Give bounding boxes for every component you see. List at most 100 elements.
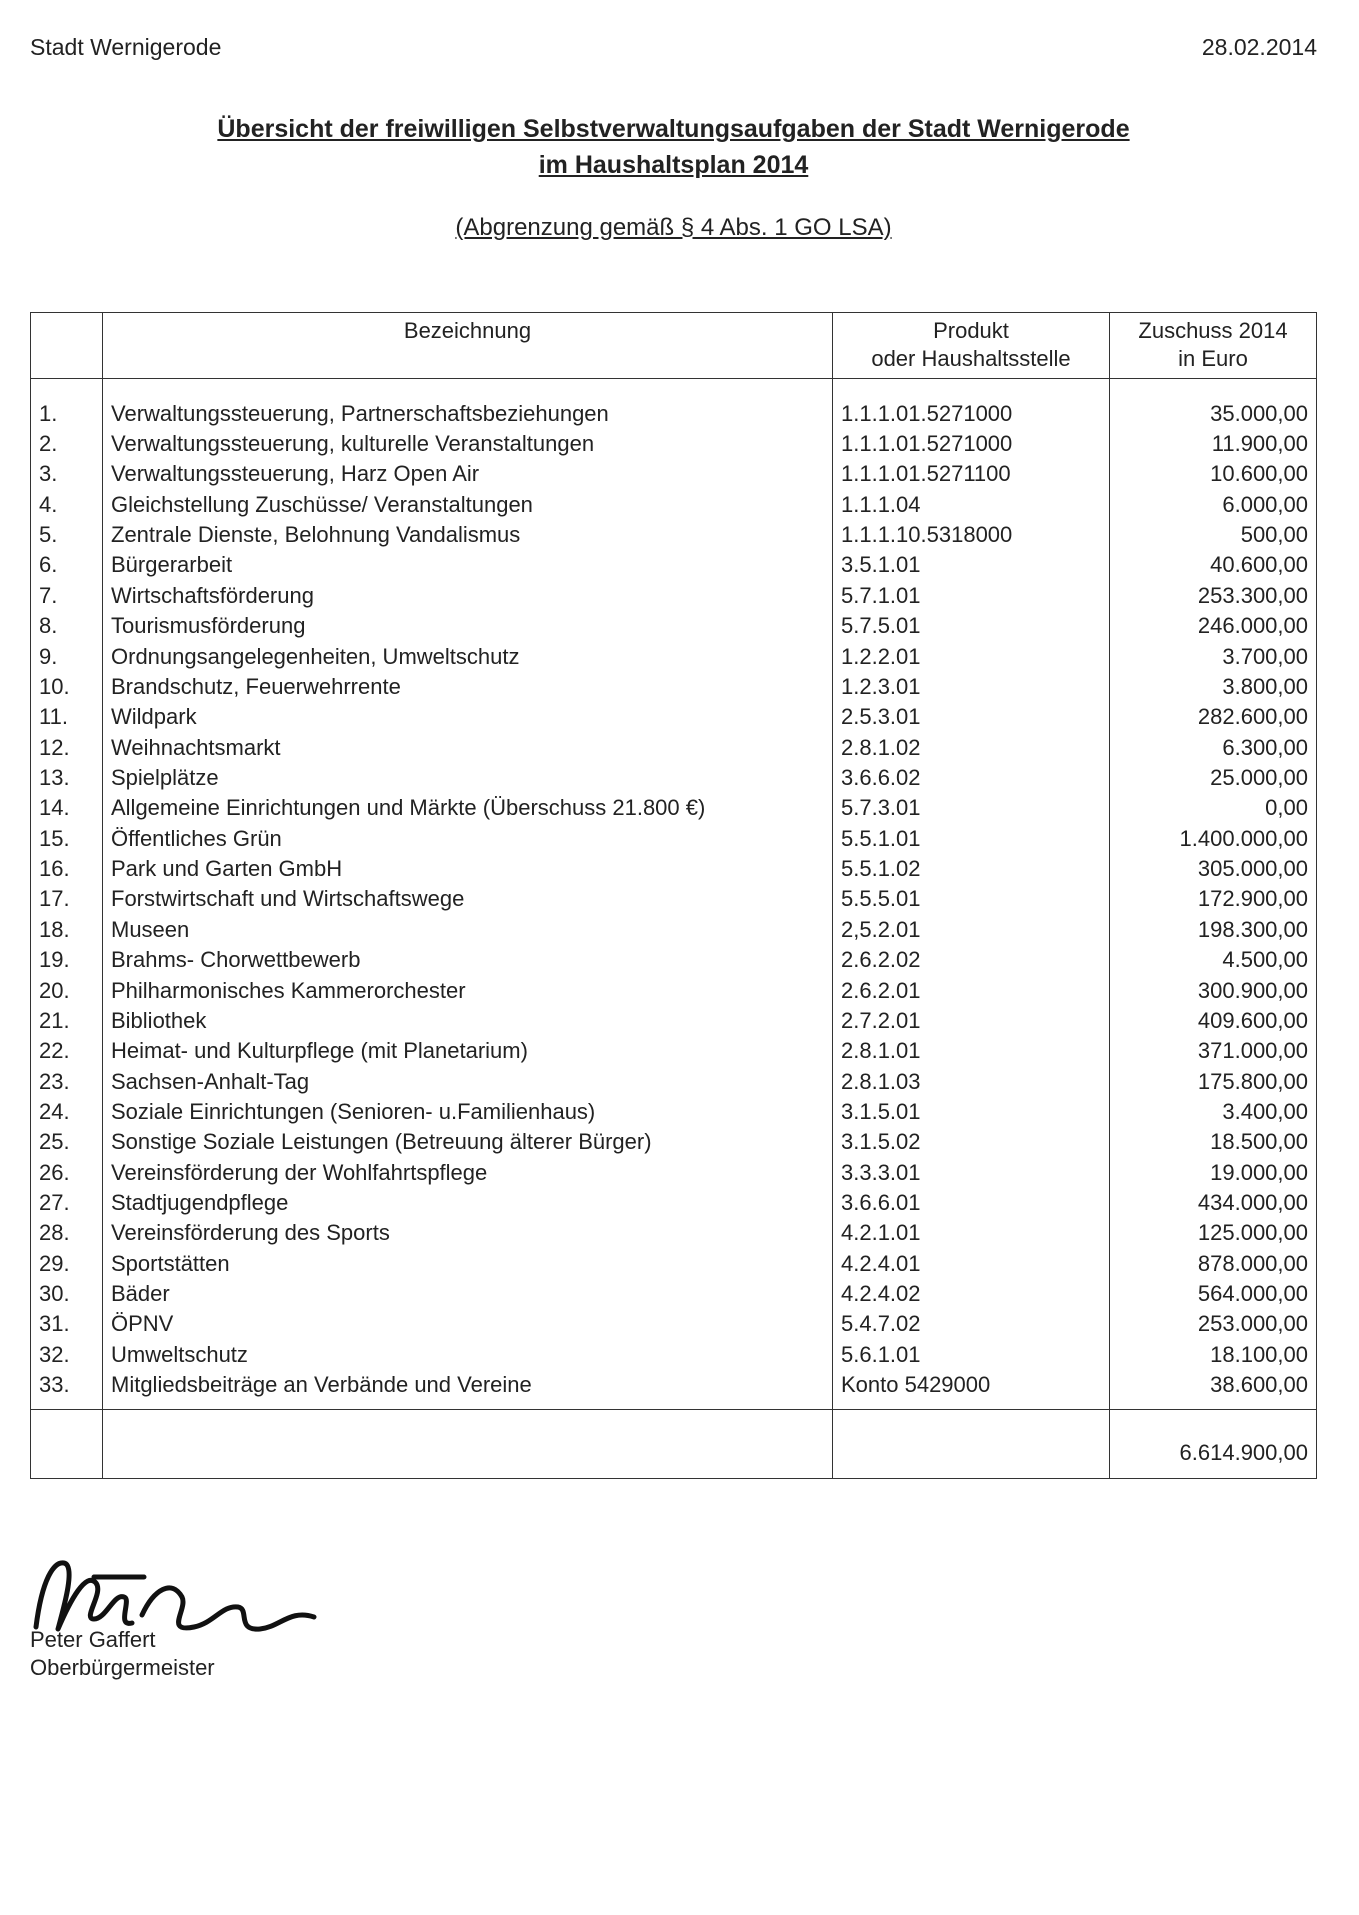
row-zus: 38.600,00 — [1118, 1370, 1308, 1400]
row-bez: Verwaltungssteuerung, Harz Open Air — [111, 459, 824, 489]
row-zus: 3.400,00 — [1118, 1097, 1308, 1127]
row-prod: Konto 5429000 — [841, 1370, 1101, 1400]
sum-empty-1 — [31, 1409, 103, 1478]
row-num: 21. — [39, 1006, 94, 1036]
row-zus: 18.500,00 — [1118, 1127, 1308, 1157]
body-col-zus: 35.000,0011.900,0010.600,006.000,00500,0… — [1110, 378, 1317, 1409]
row-prod: 5.5.5.01 — [841, 884, 1101, 914]
body-col-num: 1.2.3.4.5.6.7.8.9.10.11.12.13.14.15.16.1… — [31, 378, 103, 1409]
row-num: 28. — [39, 1218, 94, 1248]
row-bez: Tourismusförderung — [111, 611, 824, 641]
row-num: 31. — [39, 1309, 94, 1339]
row-zus: 246.000,00 — [1118, 611, 1308, 641]
row-prod: 1.2.3.01 — [841, 672, 1101, 702]
signature-title: Oberbürgermeister — [30, 1654, 1317, 1683]
row-zus: 371.000,00 — [1118, 1036, 1308, 1066]
row-bez: Soziale Einrichtungen (Senioren- u.Famil… — [111, 1097, 824, 1127]
row-bez: Bibliothek — [111, 1006, 824, 1036]
header-org: Stadt Wernigerode — [30, 34, 221, 61]
row-bez: Mitgliedsbeiträge an Verbände und Verein… — [111, 1370, 824, 1400]
row-num: 9. — [39, 642, 94, 672]
row-num: 32. — [39, 1340, 94, 1370]
row-zus: 878.000,00 — [1118, 1249, 1308, 1279]
row-zus: 40.600,00 — [1118, 550, 1308, 580]
col-head-prod: Produkt oder Haushaltsstelle — [833, 312, 1110, 378]
row-num: 7. — [39, 581, 94, 611]
row-num: 1. — [39, 399, 94, 429]
row-bez: Philharmonisches Kammerorchester — [111, 976, 824, 1006]
row-zus: 11.900,00 — [1118, 429, 1308, 459]
row-zus: 3.800,00 — [1118, 672, 1308, 702]
title-line1: Übersicht der freiwilligen Selbstverwalt… — [30, 111, 1317, 147]
row-prod: 4.2.4.02 — [841, 1279, 1101, 1309]
row-zus: 1.400.000,00 — [1118, 824, 1308, 854]
row-prod: 2,5.2.01 — [841, 915, 1101, 945]
row-prod: 5.5.1.02 — [841, 854, 1101, 884]
row-num: 16. — [39, 854, 94, 884]
col-head-bez: Bezeichnung — [103, 312, 833, 378]
row-zus: 282.600,00 — [1118, 702, 1308, 732]
row-num: 22. — [39, 1036, 94, 1066]
row-bez: Spielplätze — [111, 763, 824, 793]
col-head-zus-l2: in Euro — [1178, 346, 1248, 371]
row-prod: 2.8.1.01 — [841, 1036, 1101, 1066]
row-bez: Vereinsförderung des Sports — [111, 1218, 824, 1248]
row-num: 2. — [39, 429, 94, 459]
row-bez: Zentrale Dienste, Belohnung Vandalismus — [111, 520, 824, 550]
sum-empty-3 — [833, 1409, 1110, 1478]
row-num: 24. — [39, 1097, 94, 1127]
table-sum-row: 6.614.900,00 — [31, 1409, 1317, 1478]
row-num: 19. — [39, 945, 94, 975]
header-line: Stadt Wernigerode 28.02.2014 — [30, 34, 1317, 61]
row-num: 5. — [39, 520, 94, 550]
row-num: 6. — [39, 550, 94, 580]
row-zus: 305.000,00 — [1118, 854, 1308, 884]
row-prod: 3.6.6.01 — [841, 1188, 1101, 1218]
header-date: 28.02.2014 — [1202, 34, 1317, 61]
row-prod: 1.1.1.01.5271000 — [841, 429, 1101, 459]
row-num: 17. — [39, 884, 94, 914]
data-table: Bezeichnung Produkt oder Haushaltsstelle… — [30, 312, 1317, 1479]
row-bez: Sachsen-Anhalt-Tag — [111, 1067, 824, 1097]
row-prod: 5.7.5.01 — [841, 611, 1101, 641]
row-bez: Brahms- Chorwettbewerb — [111, 945, 824, 975]
row-zus: 18.100,00 — [1118, 1340, 1308, 1370]
row-num: 14. — [39, 793, 94, 823]
row-prod: 2.5.3.01 — [841, 702, 1101, 732]
row-bez: Vereinsförderung der Wohlfahrtspflege — [111, 1158, 824, 1188]
row-bez: Gleichstellung Zuschüsse/ Veranstaltunge… — [111, 490, 824, 520]
row-num: 29. — [39, 1249, 94, 1279]
row-num: 15. — [39, 824, 94, 854]
row-zus: 19.000,00 — [1118, 1158, 1308, 1188]
body-col-bez: Verwaltungssteuerung, Partnerschaftsbezi… — [103, 378, 833, 1409]
row-prod: 5.6.1.01 — [841, 1340, 1101, 1370]
row-prod: 3.6.6.02 — [841, 763, 1101, 793]
row-zus: 35.000,00 — [1118, 399, 1308, 429]
row-zus: 6.000,00 — [1118, 490, 1308, 520]
row-zus: 253.300,00 — [1118, 581, 1308, 611]
row-num: 20. — [39, 976, 94, 1006]
row-num: 8. — [39, 611, 94, 641]
row-bez: Museen — [111, 915, 824, 945]
row-zus: 564.000,00 — [1118, 1279, 1308, 1309]
title-line2: im Haushaltsplan 2014 — [30, 147, 1317, 183]
row-bez: Stadtjugendpflege — [111, 1188, 824, 1218]
table-head: Bezeichnung Produkt oder Haushaltsstelle… — [31, 312, 1317, 378]
signature-block: Peter Gaffert Oberbürgermeister — [30, 1549, 1317, 1683]
row-prod: 5.7.3.01 — [841, 793, 1101, 823]
row-zus: 25.000,00 — [1118, 763, 1308, 793]
row-bez: Park und Garten GmbH — [111, 854, 824, 884]
title-block: Übersicht der freiwilligen Selbstverwalt… — [30, 111, 1317, 242]
sum-value: 6.614.900,00 — [1110, 1409, 1317, 1478]
row-bez: Heimat- und Kulturpflege (mit Planetariu… — [111, 1036, 824, 1066]
table-head-row: Bezeichnung Produkt oder Haushaltsstelle… — [31, 312, 1317, 378]
row-num: 33. — [39, 1370, 94, 1400]
row-bez: Ordnungsangelegenheiten, Umweltschutz — [111, 642, 824, 672]
row-prod: 2.6.2.02 — [841, 945, 1101, 975]
row-zus: 434.000,00 — [1118, 1188, 1308, 1218]
body-col-prod: 1.1.1.01.52710001.1.1.01.52710001.1.1.01… — [833, 378, 1110, 1409]
table-body: 1.2.3.4.5.6.7.8.9.10.11.12.13.14.15.16.1… — [31, 378, 1317, 1478]
row-zus: 175.800,00 — [1118, 1067, 1308, 1097]
page: Stadt Wernigerode 28.02.2014 Übersicht d… — [0, 0, 1359, 1915]
row-num: 30. — [39, 1279, 94, 1309]
